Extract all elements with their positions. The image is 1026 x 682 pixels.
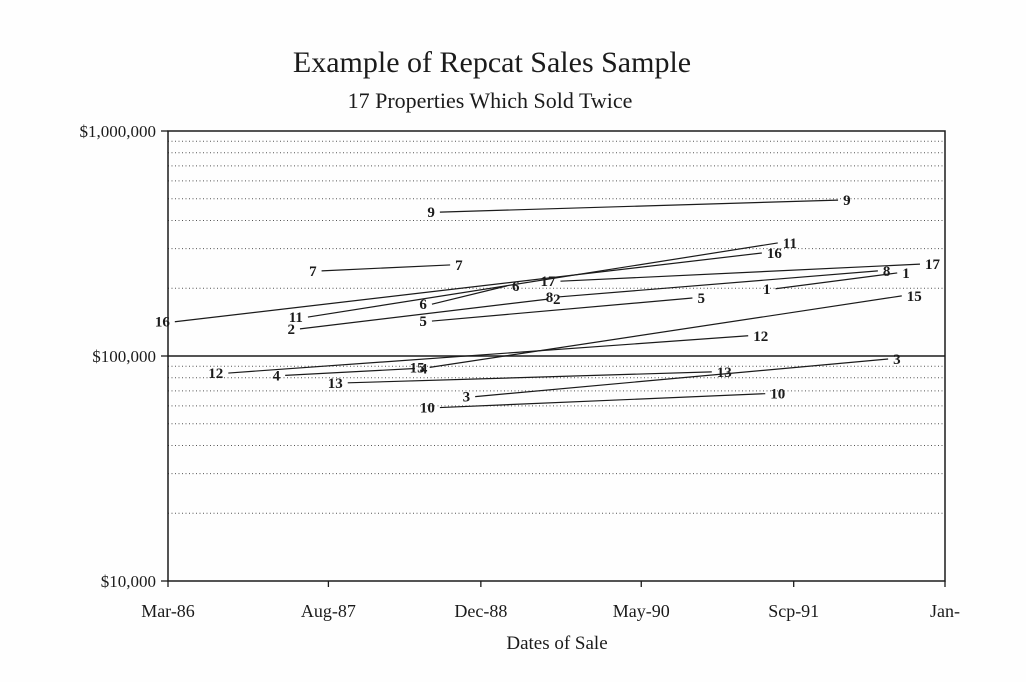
chart-title: Example of Repcat Sales Sample bbox=[293, 46, 691, 79]
segment-start-label: 16 bbox=[155, 315, 171, 331]
segment-line bbox=[439, 393, 766, 409]
x-tick-label: Mar-86 bbox=[141, 601, 195, 621]
segment-line bbox=[439, 199, 839, 213]
segment-end-label: 12 bbox=[753, 329, 768, 345]
x-axis-title: Dates of Sale bbox=[506, 633, 607, 654]
y-tick-label: $1,000,000 bbox=[80, 122, 157, 141]
segment-end-label: 9 bbox=[843, 193, 851, 209]
segment-end-label: 2 bbox=[553, 292, 561, 308]
segment-end-label: 11 bbox=[783, 236, 797, 252]
segment-line bbox=[475, 358, 889, 398]
segment-line bbox=[558, 270, 878, 298]
y-tick-label: $10,000 bbox=[101, 572, 156, 591]
segment-start-label: 10 bbox=[420, 401, 435, 417]
segment-line bbox=[307, 242, 778, 318]
segment-line bbox=[429, 295, 902, 368]
segment-end-label: 15 bbox=[907, 289, 922, 305]
segment-end-label: 10 bbox=[770, 387, 785, 403]
x-tick-label: Jan- bbox=[930, 601, 960, 621]
segment-line bbox=[285, 367, 415, 376]
segment-line bbox=[347, 371, 712, 384]
segment-line bbox=[321, 264, 451, 272]
segment-start-label: 13 bbox=[328, 376, 343, 392]
segment-line bbox=[775, 272, 898, 290]
segment-end-label: 6 bbox=[512, 279, 520, 295]
segment-start-label: 17 bbox=[540, 274, 556, 290]
segment-start-label: 9 bbox=[427, 205, 435, 221]
segment-start-label: 3 bbox=[463, 390, 471, 406]
segment-line bbox=[228, 335, 749, 374]
segment-line bbox=[560, 263, 921, 282]
segment-start-label: 11 bbox=[289, 310, 303, 326]
segment-end-label: 16 bbox=[767, 246, 783, 262]
segment-line bbox=[431, 297, 693, 322]
x-tick-label: May-90 bbox=[613, 601, 670, 621]
chart-subtitle: 17 Properties Which Sold Twice bbox=[348, 88, 633, 113]
x-tick-label: Dec-88 bbox=[454, 601, 507, 621]
segment-start-label: 2 bbox=[287, 322, 295, 338]
segment-end-label: 13 bbox=[717, 365, 732, 381]
segment-line bbox=[299, 298, 549, 330]
segment-end-label: 7 bbox=[455, 258, 463, 274]
x-tick-label: Aug-87 bbox=[301, 601, 356, 621]
segment-line bbox=[174, 252, 762, 323]
y-tick-label: $100,000 bbox=[92, 347, 156, 366]
segment-start-label: 5 bbox=[419, 314, 427, 330]
segment-start-label: 15 bbox=[410, 360, 425, 376]
segment-start-label: 1 bbox=[763, 282, 771, 298]
segment-start-label: 6 bbox=[419, 297, 427, 313]
segment-end-label: 1 bbox=[902, 266, 910, 282]
segment-start-label: 4 bbox=[273, 368, 281, 384]
segment-start-label: 7 bbox=[309, 264, 317, 280]
segment-line bbox=[431, 285, 508, 305]
segment-start-label: 8 bbox=[546, 290, 554, 306]
segment-start-label: 12 bbox=[208, 366, 223, 382]
segment-end-label: 3 bbox=[893, 352, 901, 368]
segment-end-label: 5 bbox=[697, 291, 705, 307]
plot-area: $1,000,000 $100,000 $10,000 Mar-86 Aug-87 Dec… bbox=[80, 122, 961, 621]
segment-end-label: 8 bbox=[883, 264, 891, 280]
segment-end-label: 4 bbox=[420, 361, 428, 377]
segment-end-label: 17 bbox=[925, 257, 941, 273]
x-tick-label: Scp-91 bbox=[768, 601, 819, 621]
